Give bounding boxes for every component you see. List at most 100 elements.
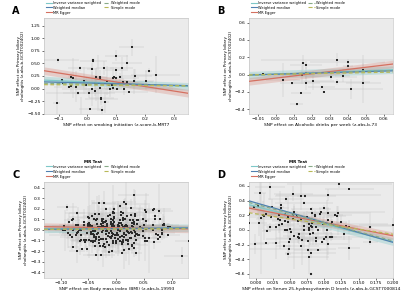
Point [69, 228, 76, 233]
Point [340, 73, 346, 78]
Point [120, 216, 127, 221]
Point [117, 221, 124, 226]
Point [89, 214, 95, 219]
Point [69, 216, 76, 221]
Point [146, 235, 152, 240]
Point [152, 72, 159, 77]
Point [120, 80, 127, 85]
Point [121, 225, 127, 230]
Text: B: B [217, 6, 225, 16]
Point [295, 219, 301, 224]
Legend: Inverse variance weighted, Weighted median, MR Egger, Weighted mode, Simple mode: Inverse variance weighted, Weighted medi… [251, 160, 345, 178]
Point [102, 245, 109, 249]
Point [87, 224, 93, 229]
Point [73, 222, 79, 227]
Point [140, 217, 146, 221]
Point [77, 66, 83, 71]
Point [116, 227, 122, 232]
Point [304, 214, 310, 219]
Point [109, 233, 115, 238]
Point [85, 215, 91, 220]
Point [100, 227, 106, 232]
Point [117, 217, 123, 222]
Point [284, 228, 290, 232]
Point [74, 211, 81, 216]
Point [111, 216, 117, 221]
Point [125, 239, 131, 244]
Text: D: D [217, 170, 225, 180]
Point [61, 224, 68, 228]
Point [103, 236, 109, 241]
Point [129, 221, 135, 226]
Point [324, 228, 330, 233]
Point [93, 222, 100, 227]
Point [110, 217, 116, 222]
Point [113, 53, 119, 58]
Point [78, 233, 84, 238]
Point [117, 75, 124, 80]
Point [120, 239, 127, 244]
Point [143, 210, 150, 215]
Point [308, 207, 314, 212]
Point [68, 84, 74, 89]
Point [287, 236, 293, 241]
Point [327, 235, 333, 240]
Point [103, 206, 109, 211]
Point [114, 230, 120, 235]
Point [73, 84, 79, 89]
Point [92, 82, 99, 87]
Point [313, 236, 319, 241]
Point [103, 223, 110, 228]
Point [105, 230, 112, 235]
Point [74, 227, 80, 232]
Point [134, 217, 140, 222]
Point [296, 235, 302, 240]
Point [120, 240, 126, 245]
Point [106, 213, 113, 217]
Point [285, 219, 291, 224]
Point [92, 237, 99, 242]
Point [281, 243, 287, 248]
Point [53, 100, 60, 105]
Point [300, 228, 307, 232]
Point [151, 206, 157, 211]
Point [103, 228, 110, 233]
Point [236, 197, 243, 202]
Point [66, 84, 73, 89]
Point [130, 224, 136, 229]
Point [108, 235, 115, 240]
Point [85, 238, 92, 243]
Point [95, 234, 102, 239]
Point [156, 234, 163, 239]
Point [135, 218, 142, 223]
Point [106, 83, 113, 88]
Point [278, 205, 284, 210]
Point [124, 80, 130, 84]
X-axis label: SNP effect on Body mass index (BMI) (z-abs-b-19993: SNP effect on Body mass index (BMI) (z-a… [59, 287, 174, 291]
Point [85, 220, 92, 225]
Point [95, 238, 102, 242]
Point [104, 229, 111, 234]
Point [113, 76, 119, 81]
Point [97, 224, 103, 229]
Point [103, 231, 109, 236]
Text: C: C [12, 170, 20, 180]
Point [282, 212, 288, 217]
Point [101, 224, 108, 229]
Point [115, 232, 121, 237]
Point [340, 231, 347, 236]
Point [159, 231, 166, 236]
Point [157, 217, 163, 221]
Point [92, 238, 99, 243]
Point [334, 80, 340, 84]
Point [110, 217, 116, 222]
Point [301, 224, 307, 229]
Point [96, 75, 103, 80]
Point [93, 217, 99, 222]
Point [287, 227, 294, 232]
Point [90, 58, 96, 63]
Point [87, 226, 94, 231]
Point [119, 222, 125, 227]
Point [130, 218, 136, 223]
Point [65, 231, 71, 235]
